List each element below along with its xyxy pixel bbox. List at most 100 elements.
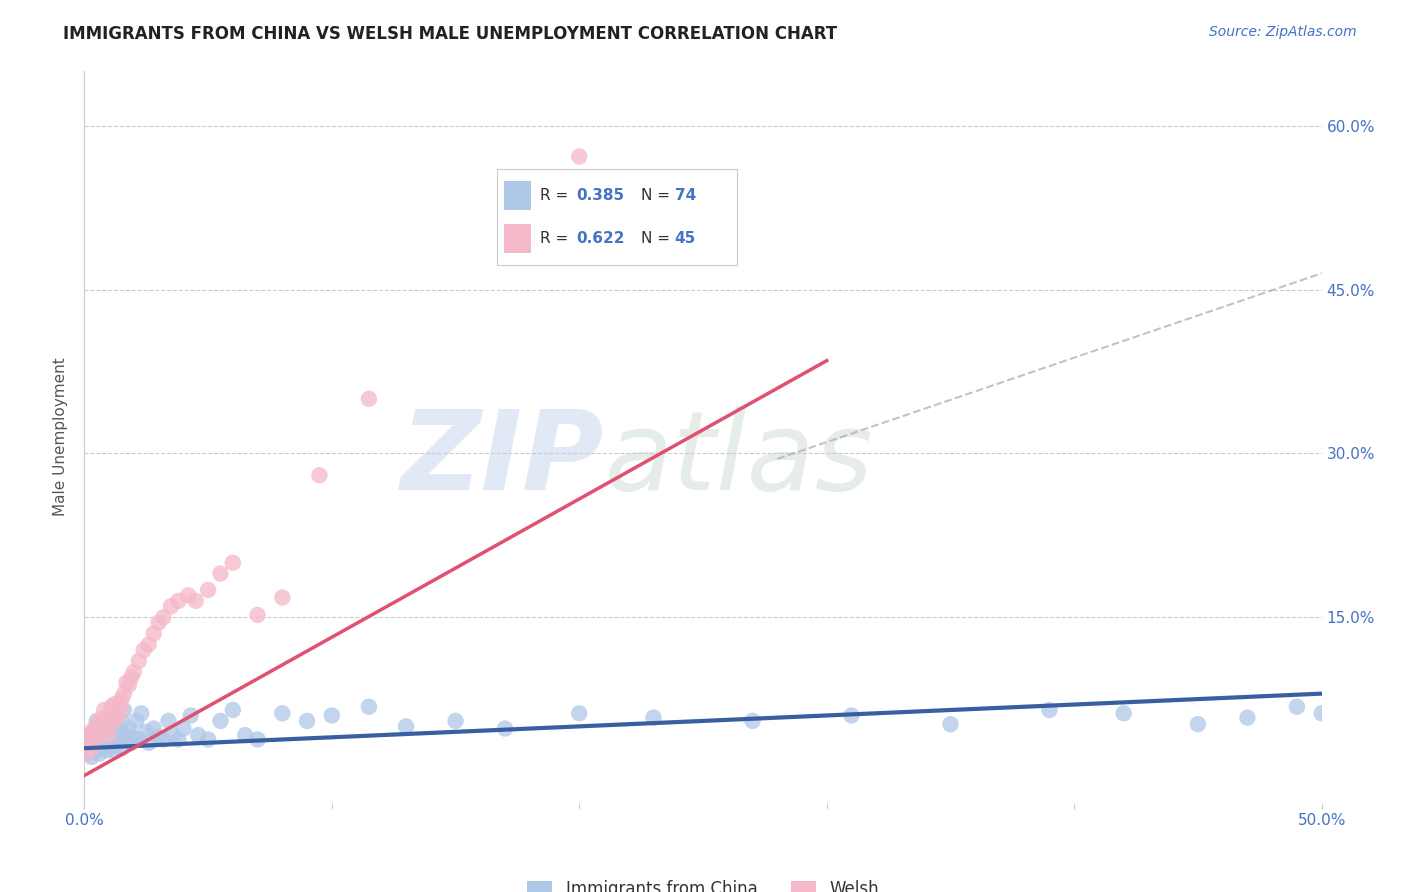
Point bbox=[93, 714, 115, 728]
Point bbox=[98, 728, 121, 742]
Point bbox=[93, 711, 115, 725]
Point bbox=[128, 732, 150, 747]
Point bbox=[79, 728, 101, 742]
Point bbox=[209, 566, 232, 581]
Text: R =: R = bbox=[540, 188, 574, 203]
Point bbox=[110, 703, 132, 717]
Point bbox=[103, 717, 125, 731]
Point bbox=[122, 731, 145, 745]
Text: atlas: atlas bbox=[605, 406, 873, 513]
Point bbox=[118, 722, 141, 736]
Point bbox=[80, 741, 103, 756]
Text: Source: ZipAtlas.com: Source: ZipAtlas.com bbox=[1209, 25, 1357, 39]
Point bbox=[83, 722, 105, 736]
Point bbox=[209, 714, 232, 728]
Point bbox=[160, 599, 183, 614]
Y-axis label: Male Unemployment: Male Unemployment bbox=[53, 358, 69, 516]
Point bbox=[568, 706, 591, 721]
Point bbox=[103, 714, 125, 728]
Point bbox=[152, 610, 174, 624]
Point bbox=[83, 724, 105, 739]
Point bbox=[142, 722, 165, 736]
Point bbox=[841, 708, 863, 723]
Point bbox=[89, 728, 111, 742]
Point bbox=[246, 607, 269, 622]
Text: N =: N = bbox=[641, 231, 675, 245]
Point bbox=[246, 732, 269, 747]
Point bbox=[86, 714, 108, 728]
Point bbox=[98, 722, 121, 736]
FancyBboxPatch shape bbox=[505, 181, 530, 211]
Point bbox=[132, 643, 155, 657]
Point bbox=[222, 556, 245, 570]
Point bbox=[79, 736, 101, 750]
Point bbox=[138, 736, 160, 750]
Point bbox=[167, 732, 190, 747]
Point bbox=[129, 706, 152, 721]
Point bbox=[135, 724, 157, 739]
Point bbox=[98, 739, 121, 753]
Point bbox=[187, 728, 209, 742]
Point bbox=[162, 728, 184, 742]
Point bbox=[184, 594, 207, 608]
Point bbox=[80, 750, 103, 764]
Text: R =: R = bbox=[540, 231, 574, 245]
Point bbox=[357, 392, 380, 406]
Text: IMMIGRANTS FROM CHINA VS WELSH MALE UNEMPLOYMENT CORRELATION CHART: IMMIGRANTS FROM CHINA VS WELSH MALE UNEM… bbox=[63, 25, 838, 43]
FancyBboxPatch shape bbox=[505, 224, 530, 252]
Point bbox=[86, 739, 108, 753]
Point bbox=[90, 722, 112, 736]
Point bbox=[295, 714, 318, 728]
Point bbox=[93, 703, 115, 717]
Point bbox=[105, 708, 128, 723]
Point bbox=[105, 732, 128, 747]
Text: 0.622: 0.622 bbox=[576, 231, 624, 245]
Point bbox=[96, 719, 118, 733]
Point bbox=[86, 732, 108, 747]
Point bbox=[105, 711, 128, 725]
Point bbox=[118, 678, 141, 692]
Point bbox=[157, 714, 180, 728]
Point bbox=[79, 732, 101, 747]
Point bbox=[1236, 711, 1258, 725]
Point bbox=[138, 638, 160, 652]
Text: ZIP: ZIP bbox=[401, 406, 605, 513]
Point bbox=[112, 687, 135, 701]
Text: N =: N = bbox=[641, 188, 675, 203]
Legend: Immigrants from China, Welsh: Immigrants from China, Welsh bbox=[520, 873, 886, 892]
Point bbox=[180, 708, 202, 723]
Point bbox=[108, 695, 131, 709]
Point bbox=[80, 724, 103, 739]
Point bbox=[100, 728, 122, 742]
Point bbox=[172, 722, 194, 736]
Point bbox=[1187, 717, 1209, 731]
Point bbox=[110, 741, 132, 756]
Point bbox=[96, 724, 118, 739]
Point bbox=[89, 747, 111, 761]
Point bbox=[100, 736, 122, 750]
Point bbox=[120, 736, 142, 750]
Point bbox=[233, 728, 256, 742]
Point bbox=[110, 714, 132, 728]
Point bbox=[308, 468, 330, 483]
Point bbox=[76, 747, 98, 761]
Point bbox=[79, 741, 101, 756]
Point bbox=[76, 747, 98, 761]
Point bbox=[90, 728, 112, 742]
Point bbox=[167, 594, 190, 608]
Point bbox=[321, 708, 343, 723]
Point bbox=[83, 743, 105, 757]
Point bbox=[1038, 703, 1060, 717]
Point bbox=[89, 714, 111, 728]
Point bbox=[444, 714, 467, 728]
Point bbox=[98, 708, 121, 723]
Point bbox=[93, 731, 115, 745]
Point bbox=[152, 732, 174, 747]
Point bbox=[741, 714, 763, 728]
Point bbox=[120, 670, 142, 684]
Point bbox=[125, 714, 148, 728]
Point bbox=[90, 741, 112, 756]
Point bbox=[128, 654, 150, 668]
Point bbox=[86, 719, 108, 733]
Point bbox=[1112, 706, 1135, 721]
